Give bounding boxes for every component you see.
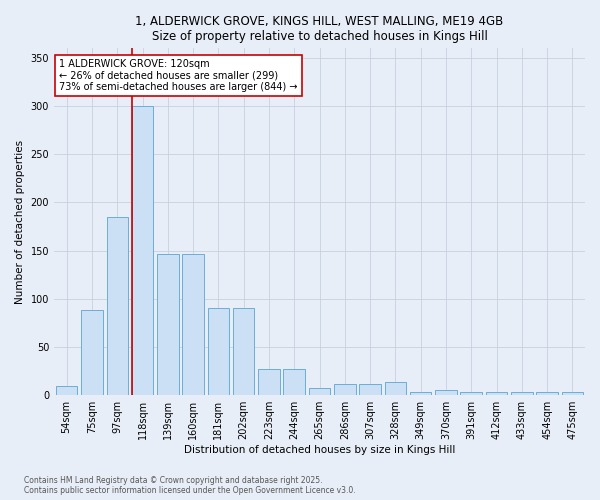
Bar: [334, 384, 356, 395]
Bar: [536, 392, 558, 395]
Bar: [81, 310, 103, 395]
Bar: [562, 392, 583, 395]
Bar: [309, 388, 330, 395]
Y-axis label: Number of detached properties: Number of detached properties: [15, 140, 25, 304]
Bar: [283, 369, 305, 395]
Bar: [359, 384, 381, 395]
Bar: [486, 392, 507, 395]
Bar: [132, 106, 153, 395]
Bar: [157, 254, 179, 395]
Bar: [208, 308, 229, 395]
Bar: [233, 308, 254, 395]
Bar: [56, 386, 77, 395]
Bar: [460, 392, 482, 395]
Title: 1, ALDERWICK GROVE, KINGS HILL, WEST MALLING, ME19 4GB
Size of property relative: 1, ALDERWICK GROVE, KINGS HILL, WEST MAL…: [136, 15, 503, 43]
X-axis label: Distribution of detached houses by size in Kings Hill: Distribution of detached houses by size …: [184, 445, 455, 455]
Bar: [410, 392, 431, 395]
Bar: [258, 369, 280, 395]
Bar: [511, 392, 533, 395]
Bar: [385, 382, 406, 395]
Bar: [182, 254, 204, 395]
Text: Contains HM Land Registry data © Crown copyright and database right 2025.
Contai: Contains HM Land Registry data © Crown c…: [24, 476, 356, 495]
Bar: [435, 390, 457, 395]
Bar: [107, 217, 128, 395]
Text: 1 ALDERWICK GROVE: 120sqm
← 26% of detached houses are smaller (299)
73% of semi: 1 ALDERWICK GROVE: 120sqm ← 26% of detac…: [59, 58, 298, 92]
